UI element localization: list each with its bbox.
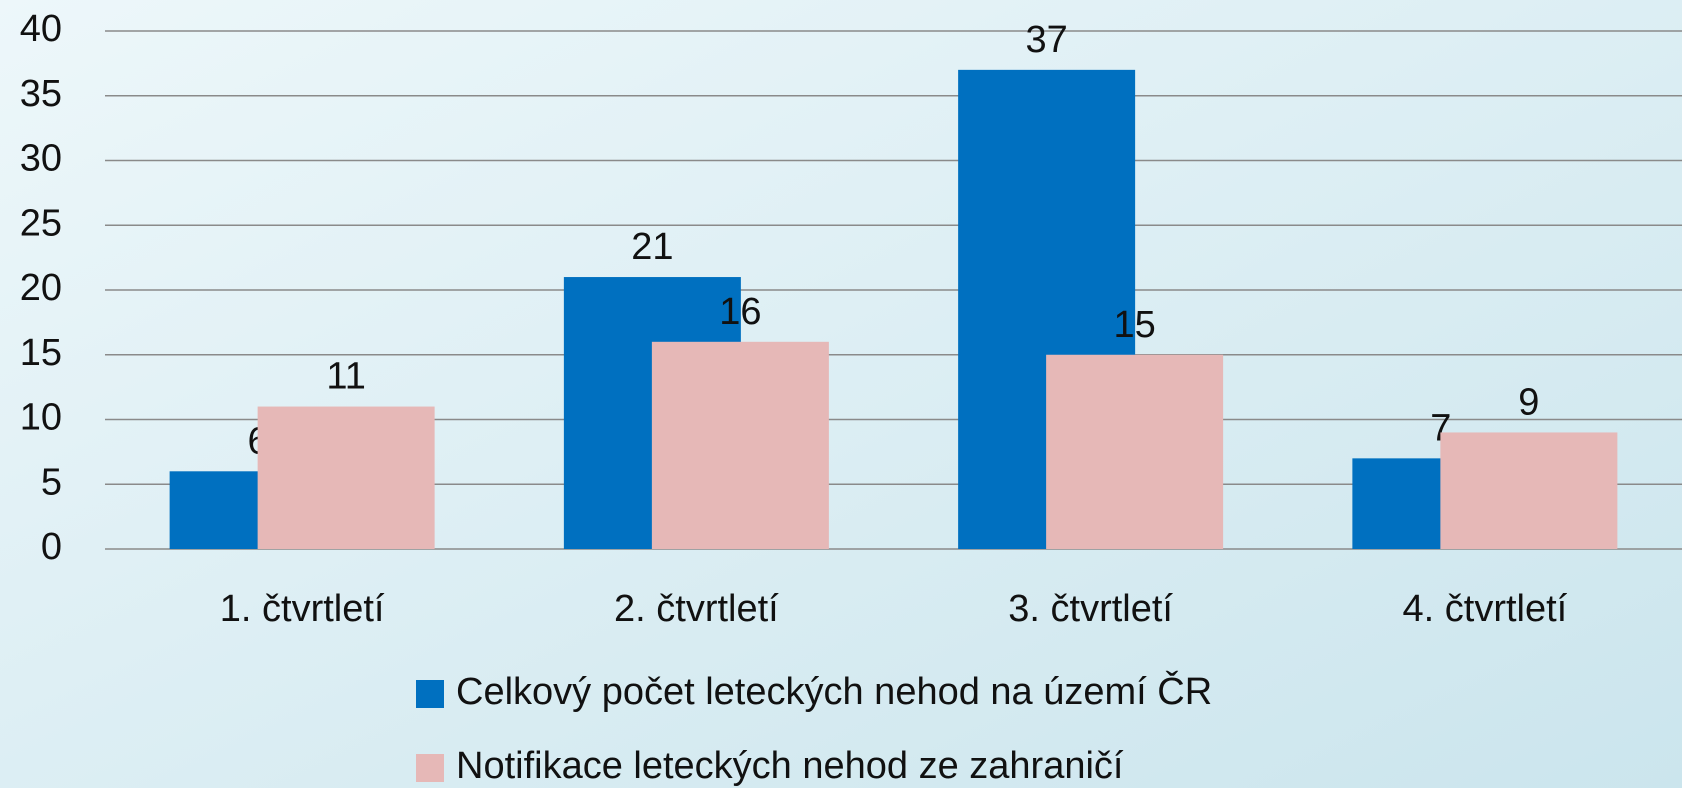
y-tick-label: 25: [20, 202, 62, 244]
y-tick-label: 10: [20, 397, 62, 439]
bar: [651, 341, 829, 549]
x-tick-label: 3. čtvrtletí: [1008, 588, 1173, 630]
data-label: 16: [719, 291, 761, 333]
x-tick-label: 4. čtvrtletí: [1403, 588, 1568, 630]
legend-swatch: [416, 680, 444, 708]
bar: [1046, 354, 1224, 549]
legend-label: Notifikace leteckých nehod ze zahraničí: [456, 745, 1124, 787]
y-tick-label: 20: [20, 267, 62, 309]
data-label: 11: [326, 356, 365, 398]
legend-label: Celkový počet leteckých nehod na území Č…: [456, 669, 1212, 713]
data-label: 37: [1025, 19, 1067, 61]
y-tick-label: 15: [20, 332, 62, 374]
data-label: 21: [631, 226, 673, 268]
y-tick-label: 35: [20, 73, 62, 115]
bar: [1440, 432, 1618, 549]
y-tick-label: 5: [41, 461, 62, 503]
y-tick-label: 0: [41, 526, 62, 568]
legend-swatch: [416, 754, 444, 782]
y-tick-label: 30: [20, 138, 62, 180]
y-tick-label: 40: [20, 8, 62, 50]
x-tick-label: 2. čtvrtletí: [614, 588, 779, 630]
data-label: 9: [1518, 381, 1539, 423]
x-tick-label: 1. čtvrtletí: [220, 588, 385, 630]
bar: [257, 406, 435, 549]
data-label: 15: [1113, 304, 1155, 346]
